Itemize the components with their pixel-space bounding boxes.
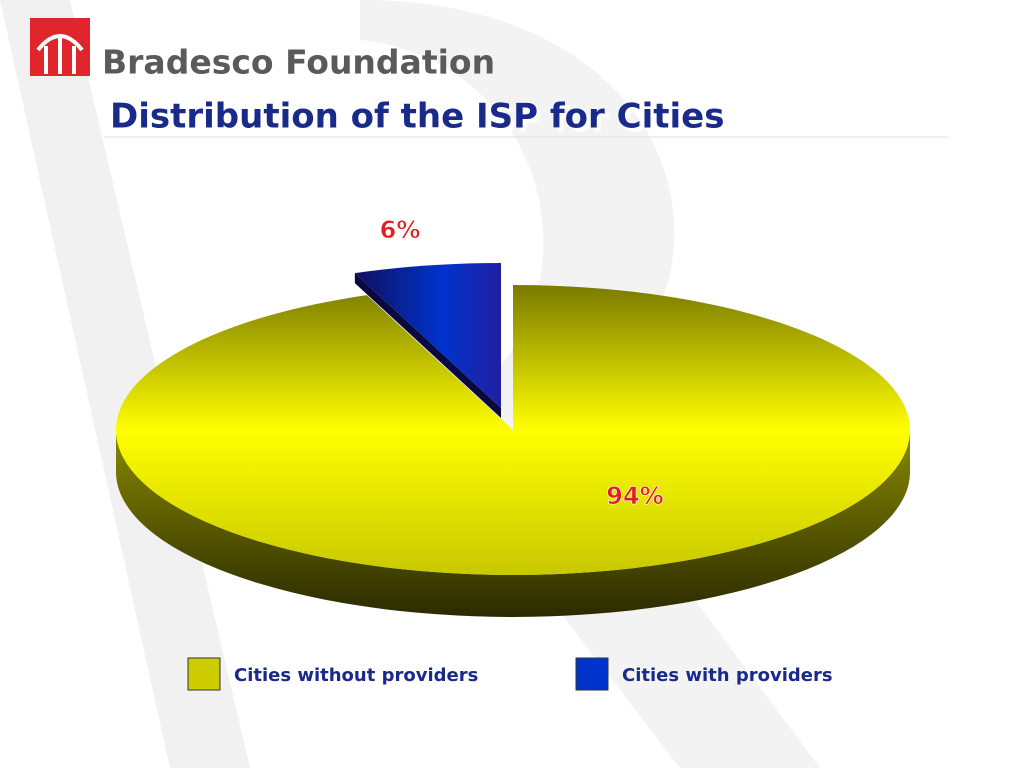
legend-swatch xyxy=(575,657,609,691)
pie-slice xyxy=(354,263,501,408)
value-label: 6% xyxy=(380,216,421,244)
title-shadow: Distribution of the ISP for Cities xyxy=(114,101,728,141)
pie-slice xyxy=(115,285,910,575)
pie-side xyxy=(116,430,910,617)
chart-title: Distribution of the ISP for Cities xyxy=(110,97,724,137)
value-label: 94% xyxy=(606,482,663,510)
logo-mark xyxy=(36,34,84,74)
legend-swatch xyxy=(187,657,221,691)
watermark xyxy=(0,0,250,768)
brand: Bradesco Foundation xyxy=(102,43,495,82)
legend-label: Cities with providers xyxy=(622,665,833,686)
slice-edge xyxy=(354,273,501,418)
legend-label: Cities without providers xyxy=(234,665,478,686)
